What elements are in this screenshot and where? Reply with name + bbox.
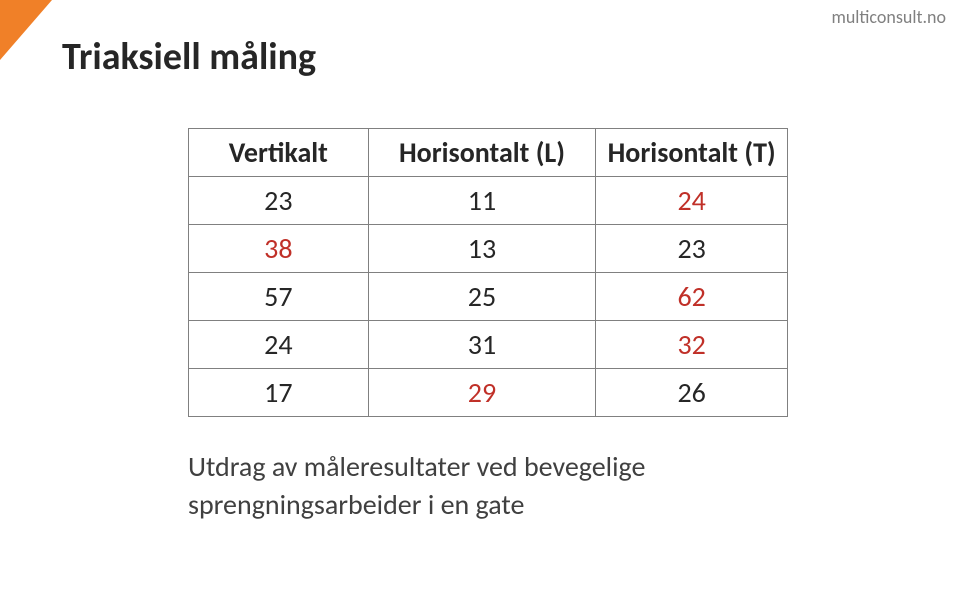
page-title: Triaksiell måling	[62, 34, 316, 80]
table-cell: 57	[189, 273, 369, 321]
table-row: 231124	[189, 177, 788, 225]
table-cell: 23	[596, 225, 788, 273]
col-header-horisontalt-l: Horisontalt (L)	[368, 129, 596, 177]
caption-line-2: sprengningsarbeider i en gate	[188, 487, 524, 522]
table-cell: 38	[189, 225, 369, 273]
table-cell: 31	[368, 321, 596, 369]
caption: Utdrag av måleresultater ved bevegelige …	[188, 448, 645, 524]
table-row: 172926	[189, 369, 788, 417]
table-cell: 13	[368, 225, 596, 273]
table-row: 572562	[189, 273, 788, 321]
col-header-horisontalt-t: Horisontalt (T)	[596, 129, 788, 177]
table-cell: 62	[596, 273, 788, 321]
data-table: Vertikalt Horisontalt (L) Horisontalt (T…	[188, 128, 788, 417]
table-header-row: Vertikalt Horisontalt (L) Horisontalt (T…	[189, 129, 788, 177]
table-cell: 24	[189, 321, 369, 369]
table-cell: 29	[368, 369, 596, 417]
accent-triangle	[0, 0, 52, 60]
table-cell: 24	[596, 177, 788, 225]
brand-label: multiconsult.no	[831, 6, 946, 28]
table-cell: 25	[368, 273, 596, 321]
caption-line-1: Utdrag av måleresultater ved bevegelige	[188, 449, 645, 484]
table-cell: 26	[596, 369, 788, 417]
table-cell: 32	[596, 321, 788, 369]
table-row: 243132	[189, 321, 788, 369]
table-cell: 11	[368, 177, 596, 225]
col-header-vertikalt: Vertikalt	[189, 129, 369, 177]
table-cell: 17	[189, 369, 369, 417]
table-row: 381323	[189, 225, 788, 273]
data-table-wrap: Vertikalt Horisontalt (L) Horisontalt (T…	[188, 128, 788, 417]
table-cell: 23	[189, 177, 369, 225]
